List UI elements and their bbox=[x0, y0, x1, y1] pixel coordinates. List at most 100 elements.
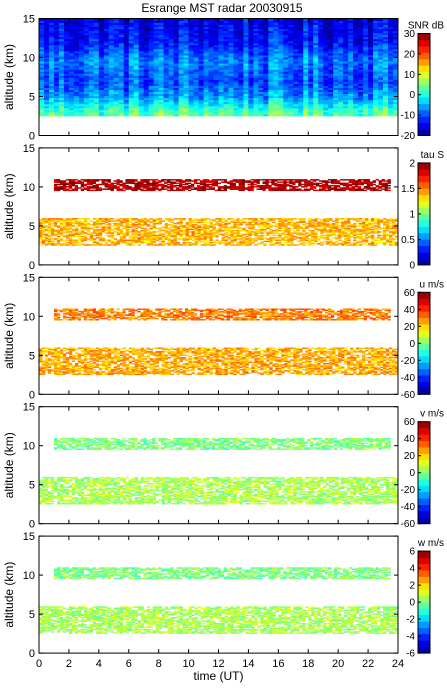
snr-cell bbox=[348, 101, 354, 105]
tau-cell bbox=[236, 227, 240, 230]
tau-cell bbox=[71, 221, 76, 224]
snr-cell bbox=[243, 65, 249, 68]
snr-cell bbox=[323, 81, 329, 84]
snr-cell bbox=[378, 79, 384, 82]
snr-cell bbox=[133, 34, 140, 38]
snr-cell bbox=[233, 55, 239, 58]
snr-cell bbox=[68, 95, 75, 99]
tau-cell bbox=[128, 220, 133, 222]
snr-cell bbox=[143, 101, 150, 105]
tau-cell bbox=[53, 229, 58, 232]
snr-cell bbox=[83, 24, 90, 28]
snr-cell bbox=[183, 99, 189, 103]
snr-cell bbox=[103, 26, 110, 30]
snr-cell bbox=[58, 55, 65, 58]
snr-cell bbox=[278, 111, 284, 115]
snr-cell bbox=[158, 105, 165, 109]
snr-cell bbox=[168, 73, 175, 76]
tau-cell bbox=[59, 219, 64, 221]
tau-cell bbox=[71, 244, 76, 246]
snr-cell bbox=[368, 95, 374, 99]
tau-cell bbox=[212, 235, 216, 238]
snr-cell bbox=[73, 109, 80, 113]
tau-cell bbox=[137, 241, 142, 244]
snr-cell bbox=[233, 65, 239, 68]
tau-cell bbox=[143, 222, 147, 225]
snr-cell bbox=[328, 75, 334, 78]
tau-cell bbox=[68, 219, 73, 221]
snr-cell bbox=[173, 81, 180, 84]
snr-cell bbox=[388, 42, 394, 46]
snr-cell bbox=[393, 69, 399, 72]
snr-cell bbox=[98, 46, 105, 50]
snr-cell bbox=[183, 51, 189, 54]
snr-cell bbox=[323, 57, 329, 60]
snr-cell bbox=[53, 63, 60, 66]
tau-cell bbox=[239, 227, 243, 230]
tau-cell bbox=[104, 241, 109, 244]
snr-cell bbox=[378, 51, 384, 54]
snr-cell bbox=[183, 103, 189, 107]
snr-cell bbox=[103, 67, 110, 70]
snr-cell bbox=[39, 36, 45, 40]
snr-cell bbox=[148, 103, 155, 107]
snr-cell bbox=[198, 87, 204, 90]
tau-cell bbox=[83, 234, 88, 237]
tau-cell bbox=[98, 220, 103, 222]
snr-cell bbox=[178, 51, 184, 54]
tau-cell bbox=[215, 218, 219, 220]
tau-cell bbox=[299, 234, 303, 237]
snr-cell bbox=[98, 65, 105, 68]
tau-cell bbox=[233, 237, 237, 239]
snr-cell bbox=[313, 97, 319, 101]
snr-cell bbox=[203, 101, 209, 105]
snr-cell bbox=[243, 26, 249, 30]
tau-cell bbox=[125, 220, 130, 222]
snr-cell bbox=[388, 83, 394, 86]
snr-cell bbox=[93, 105, 100, 109]
snr-cell bbox=[253, 46, 259, 50]
snr-cell bbox=[373, 30, 379, 34]
tau-cell bbox=[56, 219, 61, 221]
snr-cell bbox=[168, 97, 175, 101]
tau-cell bbox=[248, 229, 252, 232]
tau-cell bbox=[53, 222, 58, 225]
tau-cell bbox=[128, 243, 133, 245]
snr-cell bbox=[383, 73, 389, 76]
snr-cell bbox=[178, 75, 184, 78]
snr-cell bbox=[58, 99, 65, 103]
snr-cell bbox=[258, 59, 264, 62]
snr-cell bbox=[368, 18, 374, 21]
snr-cell bbox=[68, 65, 75, 68]
tau-cell bbox=[242, 229, 246, 232]
tau-cell bbox=[221, 234, 225, 237]
snr-cell bbox=[263, 51, 269, 54]
snr-cell bbox=[333, 44, 339, 48]
snr-cell bbox=[368, 99, 374, 103]
snr-cell bbox=[283, 99, 289, 103]
snr-cell bbox=[328, 89, 334, 93]
snr-cell bbox=[173, 103, 180, 107]
snr-cell bbox=[188, 87, 194, 90]
tau-cell bbox=[83, 226, 88, 228]
snr-cell bbox=[63, 28, 70, 32]
snr-cell bbox=[353, 32, 359, 36]
snr-cell bbox=[63, 103, 70, 107]
snr-cell bbox=[278, 69, 284, 72]
snr-cell bbox=[303, 42, 309, 46]
tau-cell bbox=[227, 233, 231, 236]
snr-cell bbox=[193, 55, 199, 58]
snr-cell bbox=[68, 103, 75, 107]
snr-cell bbox=[173, 63, 180, 66]
snr-cell bbox=[218, 44, 224, 48]
snr-cell bbox=[208, 111, 214, 115]
tau-cell bbox=[59, 232, 64, 234]
tau-cell bbox=[251, 231, 255, 233]
snr-cell bbox=[43, 101, 50, 105]
snr-cell bbox=[343, 87, 349, 90]
tau-cell bbox=[56, 229, 61, 232]
snr-cell bbox=[113, 97, 120, 101]
snr-colorbar-frame bbox=[417, 33, 431, 136]
snr-cell bbox=[343, 93, 349, 97]
snr-cell bbox=[268, 63, 274, 66]
